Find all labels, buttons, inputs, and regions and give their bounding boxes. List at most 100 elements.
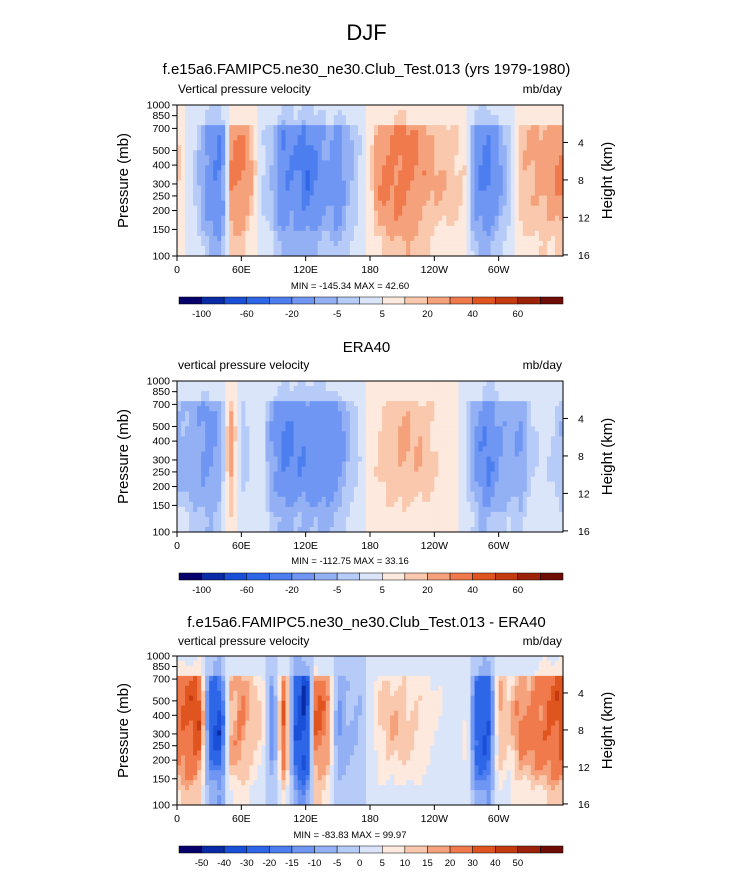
heatmap-cell (297, 220, 303, 227)
heatmap-cell (518, 140, 524, 146)
heatmap-cell (526, 245, 532, 252)
heatmap-cell (261, 381, 267, 387)
heatmap-cell (245, 501, 250, 508)
heatmap-cell (201, 165, 206, 172)
heatmap-cell (482, 225, 488, 232)
heatmap-cell (374, 466, 379, 473)
heatmap-cell (197, 230, 202, 237)
heatmap-cell (550, 190, 556, 197)
heatmap-cell (325, 456, 331, 463)
heatmap-cell (265, 426, 271, 432)
heatmap-cell (542, 160, 548, 166)
heatmap-cell (345, 391, 351, 397)
heatmap-cell (297, 185, 303, 192)
heatmap-cell (422, 240, 427, 247)
heatmap-cell (353, 441, 359, 448)
heatmap-cell (450, 205, 456, 212)
heatmap-cell (486, 245, 492, 252)
heatmap-cell (530, 140, 536, 146)
heatmap-cell (426, 210, 431, 217)
heatmap-cell (341, 486, 347, 493)
heatmap-cell (189, 411, 194, 417)
heatmap-cell (233, 496, 238, 503)
heatmap-cell (205, 225, 210, 232)
heatmap-cell (502, 190, 508, 197)
heatmap-cell (253, 155, 259, 161)
heatmap-cell (390, 235, 395, 242)
heatmap-cell (502, 115, 508, 121)
heatmap-cell (225, 165, 230, 172)
heatmap-cell (402, 220, 407, 227)
heatmap-cell (386, 250, 391, 257)
heatmap-cell (289, 245, 295, 252)
heatmap-cell (482, 140, 488, 146)
heatmap-cell (241, 481, 246, 488)
heatmap-cell (317, 501, 323, 508)
heatmap-cell (293, 451, 299, 458)
heatmap-cell (237, 416, 242, 422)
heatmap-cell (233, 225, 238, 232)
heatmap-cell (558, 230, 564, 237)
heatmap-cell (406, 486, 411, 493)
heatmap-cell (265, 501, 271, 508)
heatmap-cell (345, 471, 351, 478)
heatmap-cell (189, 466, 194, 473)
heatmap-cell (269, 491, 275, 498)
heatmap-cell (386, 215, 391, 222)
heatmap-cell (253, 411, 259, 417)
heatmap-cell (261, 235, 267, 242)
heatmap-cell (470, 225, 476, 232)
heatmap-cell (189, 220, 194, 227)
heatmap-cell (357, 195, 363, 202)
heatmap-cell (349, 165, 355, 172)
heatmap-cell (546, 200, 552, 207)
heatmap-cell (550, 220, 556, 227)
heatmap-cell (365, 190, 371, 197)
heatmap-cell (257, 461, 263, 468)
heatmap-cell (261, 516, 267, 523)
heatmap-cell (374, 421, 379, 427)
heatmap-cell (390, 175, 395, 182)
heatmap-cell (293, 205, 299, 212)
heatmap-cell (390, 125, 395, 131)
heatmap-cell (193, 200, 198, 207)
heatmap-cell (321, 165, 327, 172)
heatmap-cell (406, 381, 411, 387)
heatmap-cell (510, 130, 516, 136)
heatmap-cell (494, 230, 500, 237)
heatmap-cell (526, 190, 532, 197)
heatmap-cell (221, 446, 226, 453)
heatmap-cell (410, 526, 415, 533)
heatmap-cell (269, 215, 275, 222)
heatmap-cell (494, 165, 500, 172)
heatmap-cell (333, 110, 339, 116)
heatmap-cell (402, 105, 407, 111)
heatmap-cell (462, 145, 468, 151)
heatmap-cell (181, 511, 186, 518)
heatmap-cell (341, 491, 347, 498)
heatmap-cell (257, 496, 263, 503)
heatmap-cell (426, 426, 431, 432)
heatmap-cell (301, 451, 307, 458)
heatmap-cell (237, 160, 242, 166)
heatmap-cell (341, 140, 347, 146)
heatmap-cell (337, 486, 343, 493)
heatmap-cell (550, 235, 556, 242)
heatmap-cell (329, 155, 335, 161)
heatmap-cell (337, 416, 343, 422)
heatmap-cell (402, 140, 407, 146)
heatmap-cell (305, 110, 311, 116)
heatmap-cell (374, 135, 379, 141)
heatmap-cell (281, 140, 287, 146)
heatmap-cell (329, 471, 335, 478)
heatmap-cell (285, 436, 291, 442)
heatmap-cell (410, 215, 415, 222)
heatmap-cell (402, 250, 407, 257)
heatmap-cell (370, 160, 375, 166)
heatmap-cell (522, 240, 528, 247)
heatmap-cell (213, 250, 218, 257)
heatmap-cell (458, 165, 464, 172)
heatmap-cell (185, 110, 190, 116)
heatmap-cell (225, 215, 230, 222)
colorbar-swatch (223, 296, 248, 305)
